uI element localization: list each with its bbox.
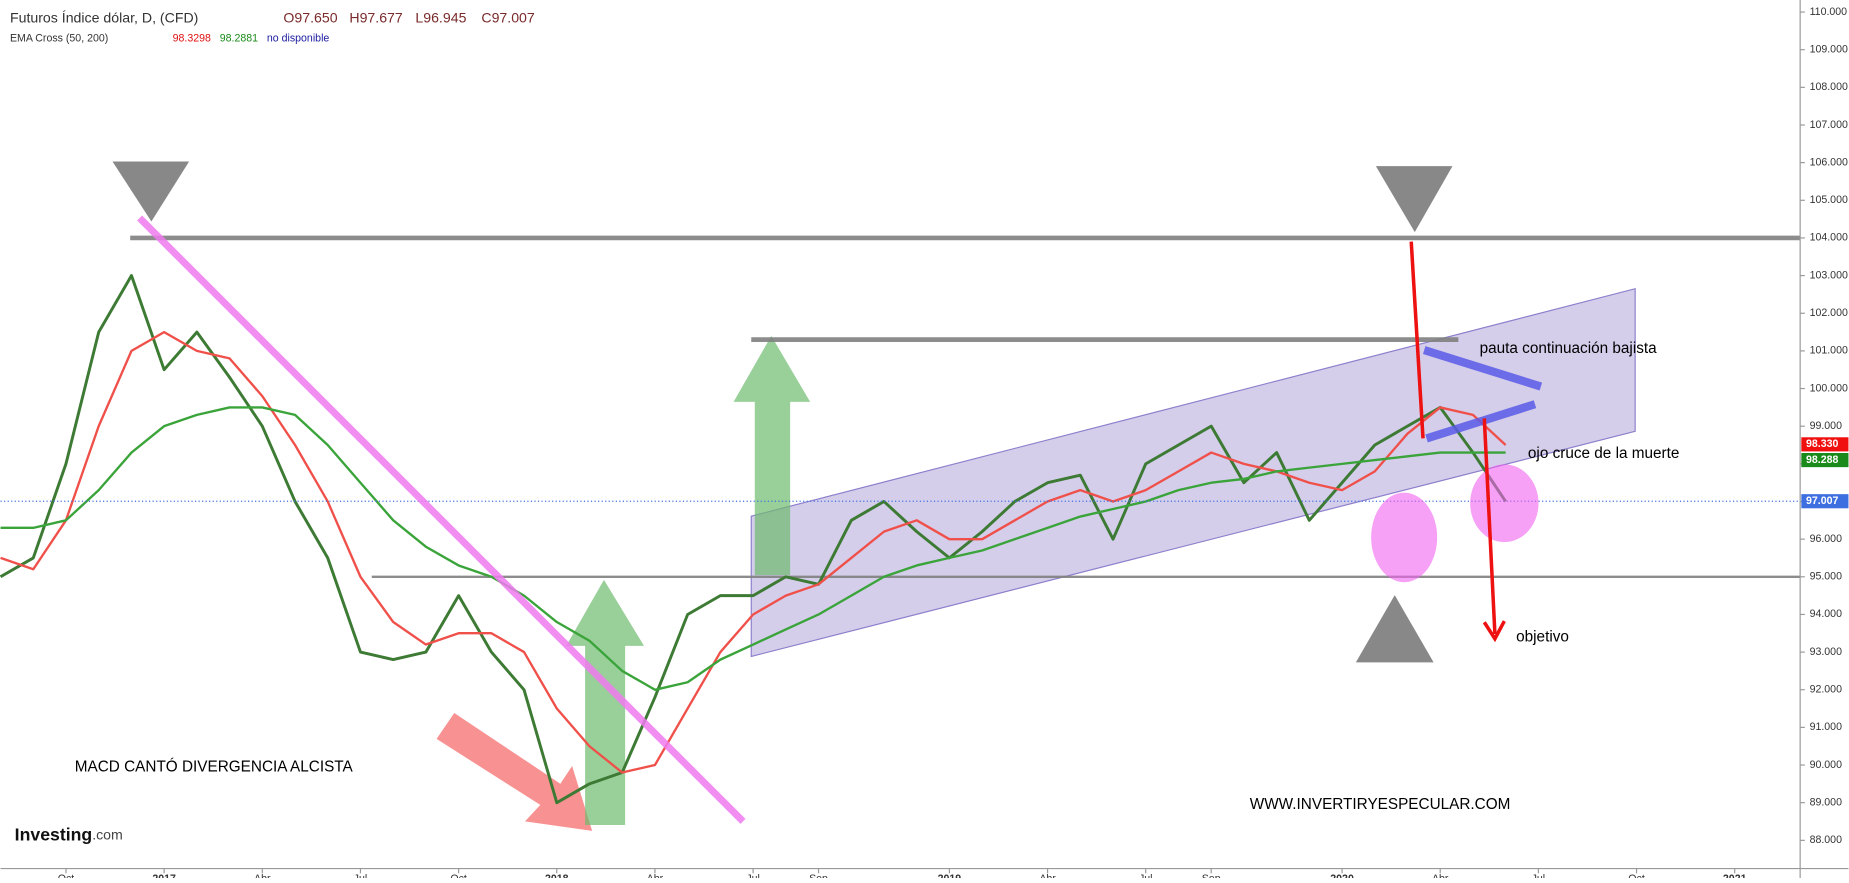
x-tick-label: Jul [354,873,368,878]
ohlc: O97.650 [283,10,337,26]
down-arrow [436,713,593,831]
red-drop [1409,241,1425,439]
x-tick-label: Oct [58,873,75,878]
annotation: pauta continuación bajista [1480,340,1658,357]
x-tick-label: Sep [809,873,828,878]
ohlc: L96.945 [415,10,466,26]
y-tick-label: 94.000 [1810,608,1843,620]
x-tick-label: Oct [450,873,467,878]
annotation: ojo cruce de la muerte [1528,445,1680,462]
chart-title: Futuros Índice dólar, D, (CFD) [10,10,198,26]
highlight [1470,464,1539,543]
y-tick-label: 96.000 [1810,533,1843,545]
y-tick-label: 89.000 [1810,796,1843,808]
annotation: MACD CANTÓ DIVERGENCIA ALCISTA [75,758,354,775]
price-tag-label: 98.288 [1806,454,1839,466]
x-tick-label: 2018 [545,873,569,878]
y-tick-label: 101.000 [1810,345,1848,357]
x-tick-label: 2020 [1330,873,1354,878]
header: Futuros Índice dólar, D, (CFD) O97.650 H… [10,10,535,45]
y-tick-label: 92.000 [1810,684,1843,696]
x-tick-label: 2017 [152,873,176,878]
y-tick-label: 95.000 [1810,571,1843,583]
price-line [0,274,1507,805]
channel [750,287,1636,658]
annotations-under [436,287,1636,831]
x-tick-label: Abr [1432,873,1449,878]
logo-suffix: .com [92,826,123,842]
logo: Investing.com [15,824,123,844]
y-tick-label: 99.000 [1810,420,1843,432]
indicator-value: no disponible [267,33,330,45]
price-tag [1801,494,1849,509]
indicator: EMA Cross (50, 200) [10,33,108,45]
y-tick-label: 104.000 [1810,232,1848,244]
highlight [1371,492,1438,583]
x-tick-label: Abr [254,873,271,878]
y-tick-label: 100.000 [1810,382,1848,394]
annotation: WWW.INVERTIRYESPECULAR.COM [1250,796,1511,813]
y-tick-label: 109.000 [1810,43,1848,55]
price-tag-label: 98.330 [1806,438,1839,450]
x-tick-label: Jul [746,873,760,878]
top-triangle [1375,166,1453,233]
y-tick-label: 90.000 [1810,759,1843,771]
y-tick-label: 103.000 [1810,269,1848,281]
bottom-triangle [1355,595,1434,663]
price-tag [1801,437,1849,452]
indicator-value: 98.3298 [173,33,211,45]
x-tick-label: Sep [1202,873,1221,878]
pattern-line [1425,400,1537,443]
y-tick-label: 107.000 [1810,119,1848,131]
y-tick-label: 88.000 [1810,834,1843,846]
indicator-value: 98.2881 [220,33,258,45]
price-tag [1801,452,1849,468]
x-tick-label: 2021 [1723,873,1747,878]
y-tick-label: 91.000 [1810,721,1843,733]
y-tick-label: 110.000 [1810,6,1848,18]
logo-text: Investing [15,824,93,844]
y-tick-label: 105.000 [1810,194,1848,206]
x-tick-label: Abr [647,873,664,878]
target-arrow [1482,418,1497,635]
y-tick-label: 108.000 [1810,81,1848,93]
ohlc: C97.007 [481,10,535,26]
x-tick-label: Jul [1532,873,1546,878]
pattern-line [1422,346,1543,391]
price-tag-label: 97.007 [1806,495,1839,507]
x-tick-label: Oct [1628,873,1645,878]
y-tick-label: 106.000 [1810,156,1848,168]
annotation: objetivo [1516,629,1569,646]
annotations-over: pauta continuación bajista ojo cruce de … [15,161,1680,844]
top-triangle [112,161,190,222]
y-tick-label: 93.000 [1810,646,1843,658]
up-arrow [733,335,811,576]
ema-line [0,406,1506,691]
x-tick-label: 2019 [938,873,962,878]
x-tick-label: Jul [1139,873,1153,878]
x-tick-label: Abr [1039,873,1056,878]
ema-line [0,330,1507,774]
trend-line [137,215,746,824]
ohlc: H97.677 [349,10,403,26]
target-arrow-head [1482,620,1506,643]
y-tick-label: 102.000 [1810,307,1848,319]
